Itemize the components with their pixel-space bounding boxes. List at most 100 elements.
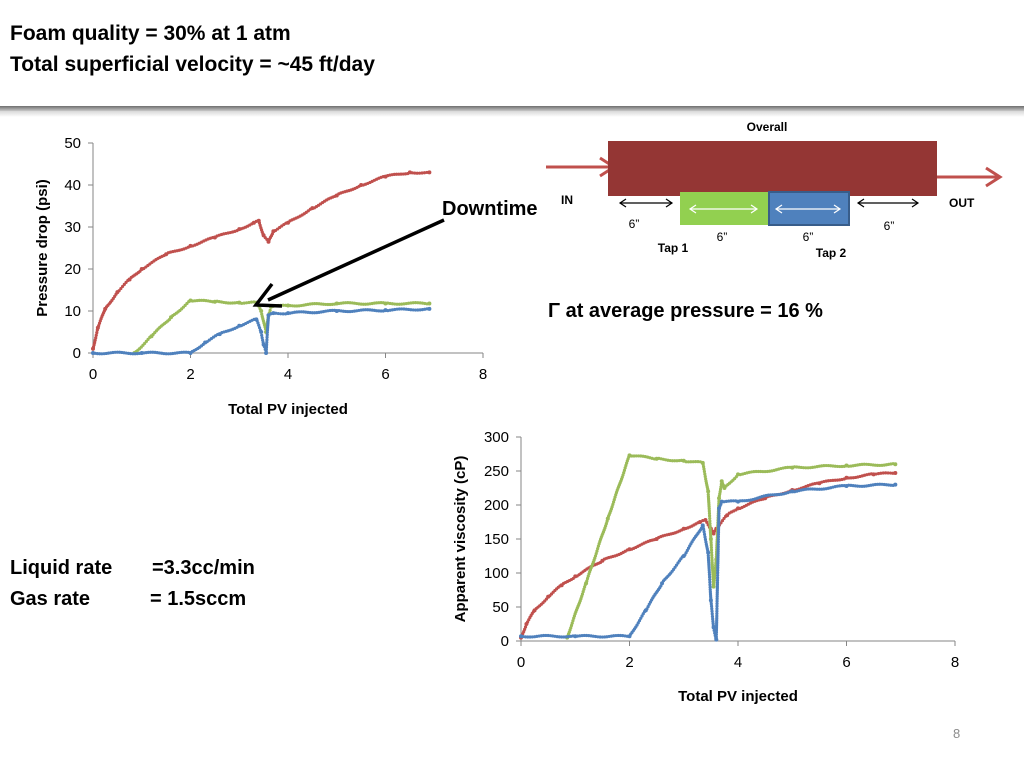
chart2-data-point — [592, 558, 596, 562]
chart2-data-point — [562, 581, 566, 586]
chart1-data-point — [124, 280, 128, 284]
chart1-data-point — [207, 338, 211, 342]
chart2-data-point — [585, 579, 589, 583]
chart2-data-point — [667, 532, 671, 536]
chart1-data-point — [415, 171, 419, 175]
chart1-data-point — [262, 321, 266, 325]
chart1-data-point — [366, 302, 370, 306]
chart1-data-point — [263, 325, 267, 329]
chart1-data-point — [92, 343, 96, 347]
chart2-data-point — [772, 493, 776, 497]
chart2-data-point — [777, 492, 781, 497]
chart1-data-point — [348, 309, 352, 314]
chart2-data-point — [711, 577, 715, 581]
chart1-data-point — [312, 206, 317, 210]
chart1-data-point — [332, 302, 337, 306]
chart2-data-point — [706, 523, 710, 527]
chart1-data-point — [341, 301, 345, 305]
chart1-data-point — [160, 254, 164, 259]
chart1-data-point — [386, 301, 390, 305]
chart2-data-point — [711, 619, 715, 623]
chart1-data-point — [377, 309, 381, 313]
chart1-data-point — [337, 192, 341, 196]
chart2-data-point — [708, 529, 712, 533]
chart2-data-point — [717, 522, 721, 526]
chart2-data-point — [715, 616, 719, 620]
chart1-data-point — [211, 335, 216, 339]
chart2-data-point — [532, 608, 537, 613]
tap1-section — [680, 192, 769, 225]
chart1-data-point — [282, 222, 286, 227]
chart1-data-point — [192, 348, 196, 353]
chart2-data-point — [736, 506, 740, 511]
chart2-data-point — [783, 491, 788, 495]
chart2-data-point — [617, 483, 621, 487]
chart2-data-point — [710, 556, 714, 560]
chart1-data-point — [394, 172, 399, 176]
chart2-data-point — [641, 612, 645, 616]
chart2-data-point — [609, 555, 613, 559]
chart2-data-point — [594, 551, 598, 556]
chart2-data-point — [579, 571, 583, 575]
dim-label-3: 6” — [803, 230, 814, 244]
chart1-data-point — [257, 323, 261, 327]
chart1-data-point — [139, 345, 143, 349]
chart2-data-point — [593, 556, 597, 560]
chart1-data-point — [310, 311, 314, 315]
chart2-data-point — [887, 462, 891, 466]
chart1-data-point — [217, 233, 221, 237]
chart1-data-point — [107, 302, 111, 306]
chart1-data-point — [276, 303, 280, 308]
chart2-data-point — [715, 590, 719, 595]
chart1-data-point — [337, 301, 341, 306]
chart1-data-point — [266, 318, 270, 322]
chart2-data-point — [784, 491, 788, 495]
chart1-data-point — [317, 310, 321, 314]
chart1-data-point — [157, 351, 162, 355]
chart2-data-point — [596, 635, 600, 639]
chart2-data-point — [722, 516, 726, 521]
chart2-data-point — [669, 532, 673, 536]
chart1-data-point — [250, 222, 254, 226]
chart1-data-point — [363, 302, 368, 306]
chart2-data-point — [716, 535, 721, 539]
chart2-data-point — [716, 561, 720, 565]
chart1-data-point — [375, 177, 379, 181]
chart1-data-point — [146, 350, 150, 354]
chart2-data-point — [626, 457, 630, 461]
chart1-data-point — [199, 298, 204, 302]
chart1-data-point — [425, 302, 429, 306]
chart1-data-point — [404, 307, 408, 311]
chart2-data-point — [714, 636, 718, 640]
chart1-data-point — [204, 238, 208, 242]
chart2-data-point — [670, 569, 674, 573]
chart1-data-point — [359, 183, 364, 187]
chart2-data-point — [683, 553, 687, 557]
chart2-data-point — [775, 493, 779, 497]
chart2-data-point — [715, 614, 719, 618]
chart2-data-point — [638, 543, 642, 547]
chart1-data-point — [377, 176, 381, 180]
chart1-data-point — [226, 329, 231, 333]
chart2-data-point — [716, 518, 720, 522]
chart2-data-point — [712, 576, 717, 580]
chart1-data-point — [164, 352, 168, 356]
chart1-data-point — [97, 324, 101, 328]
chart2-data-point — [702, 469, 707, 474]
chart2-data-point — [833, 464, 837, 468]
chart1-data-point — [91, 346, 95, 351]
chart2-data-point — [777, 492, 781, 497]
chart2-data-point — [684, 551, 688, 555]
chart2-data-point — [565, 635, 570, 640]
chart2-data-point — [667, 573, 671, 577]
chart2-data-point — [871, 463, 875, 467]
chart2-data-point — [596, 544, 600, 548]
chart2-data-point — [543, 599, 547, 603]
chart1-data-point — [267, 311, 271, 315]
chart2-data-point — [749, 498, 753, 502]
chart2-data-point — [613, 554, 617, 558]
chart2-data-point — [797, 487, 801, 491]
chart2-data-point — [831, 485, 835, 489]
chart1-data-point — [302, 212, 306, 216]
chart2-data-point — [613, 495, 617, 499]
